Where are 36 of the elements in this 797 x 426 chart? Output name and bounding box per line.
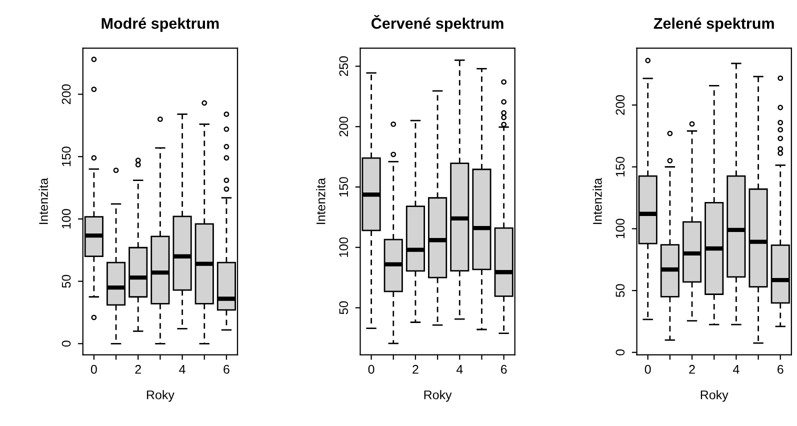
- y-tick-label: 50: [62, 274, 71, 288]
- x-tick-label: 0: [90, 364, 97, 374]
- y-axis-title: Intenzita: [316, 178, 326, 224]
- x-tick-label: 2: [412, 364, 418, 374]
- y-tick-label: 200: [616, 95, 625, 115]
- x-tick-label: 0: [644, 364, 651, 374]
- chart-title: Modré spektrum: [102, 17, 219, 32]
- x-tick-label: 6: [500, 364, 507, 374]
- y-tick-label: 100: [62, 209, 71, 228]
- y-axis-title: Intenzita: [592, 178, 602, 224]
- y-tick-label: 150: [339, 177, 348, 196]
- y-tick-label: 100: [616, 218, 625, 238]
- chart-title: Zelené spektrum: [654, 17, 774, 32]
- x-tick-label: 4: [733, 365, 740, 374]
- y-tick-label: 200: [339, 116, 348, 136]
- x-tick-label: 6: [224, 364, 230, 374]
- x-tick-label: 2: [135, 364, 141, 374]
- y-tick-label: 200: [62, 84, 71, 104]
- y-axis-title: Intenzita: [38, 178, 48, 224]
- x-axis-title: Roky: [146, 390, 174, 402]
- y-tick-label: 0: [62, 340, 71, 347]
- chart-title: Červené spektrum: [372, 15, 504, 32]
- x-axis-title: Roky: [700, 390, 728, 402]
- y-tick-label: 150: [62, 146, 71, 166]
- x-tick-label: 2: [689, 364, 695, 374]
- y-tick-label: 50: [339, 301, 348, 314]
- y-tick-label: 150: [616, 156, 625, 176]
- x-tick-label: 6: [778, 364, 784, 374]
- y-tick-label: 100: [339, 237, 348, 257]
- x-tick-label: 4: [456, 365, 463, 374]
- y-tick-label: 50: [616, 284, 625, 297]
- y-tick-label: 250: [339, 56, 348, 76]
- x-tick-label: 0: [368, 364, 374, 374]
- x-axis-title: Roky: [424, 390, 452, 402]
- x-tick-label: 4: [179, 365, 186, 374]
- y-tick-label: 0: [616, 349, 625, 356]
